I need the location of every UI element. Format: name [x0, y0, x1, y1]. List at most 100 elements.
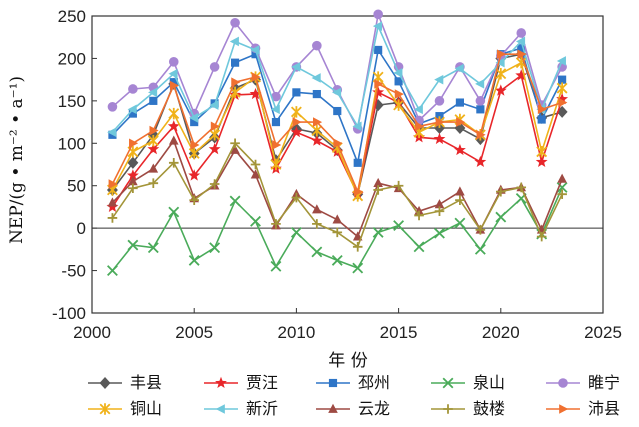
data-point [557, 189, 567, 199]
y-axis-title: NEP/(g • m⁻² • a⁻¹) [7, 76, 27, 244]
data-point [230, 144, 240, 154]
legend-marker [443, 404, 453, 414]
data-point [188, 113, 199, 123]
data-point [556, 82, 568, 94]
data-point [107, 127, 117, 138]
data-point [209, 62, 220, 72]
data-point [149, 96, 158, 105]
data-point [413, 241, 425, 253]
legend-marker [558, 378, 568, 388]
data-point [312, 40, 322, 51]
legend-item: 丰县 [88, 373, 162, 392]
legend-label: 云龙 [358, 399, 390, 418]
data-point [434, 96, 445, 106]
data-point [332, 87, 342, 98]
data-point [372, 86, 385, 98]
series-layer [106, 9, 569, 277]
data-point [291, 192, 302, 203]
data-point [495, 211, 507, 223]
data-point [127, 156, 139, 169]
data-point [128, 109, 137, 118]
data-point [333, 106, 342, 116]
data-point [332, 214, 343, 224]
data-point [312, 89, 321, 99]
data-point [476, 105, 485, 114]
data-point [394, 89, 404, 99]
data-point [454, 217, 466, 229]
data-point [210, 121, 220, 132]
data-point [374, 45, 383, 55]
data-point [312, 204, 322, 214]
legend-label: 贾汪 [246, 373, 278, 392]
data-point [414, 210, 424, 221]
data-point [475, 225, 486, 235]
data-point [148, 163, 159, 173]
x-tick-label: 2005 [175, 323, 213, 342]
legend-item: 沛县 [546, 399, 620, 418]
data-point [536, 231, 547, 242]
legend-label: 丰县 [130, 373, 162, 392]
data-point [167, 120, 180, 132]
y-tick-label: 50 [67, 177, 86, 196]
legend-marker [215, 376, 227, 389]
series-9 [107, 138, 567, 252]
data-point [557, 173, 567, 183]
data-point [147, 242, 159, 254]
data-point [250, 159, 261, 170]
data-point [270, 104, 280, 115]
data-point [169, 80, 180, 91]
legend-item: 鼓楼 [431, 399, 505, 418]
legend-marker [215, 404, 225, 414]
data-point [290, 126, 303, 138]
data-point [128, 183, 138, 194]
data-point [556, 181, 568, 193]
data-point [250, 169, 261, 179]
data-point [251, 50, 260, 59]
data-point [331, 254, 343, 266]
data-point [434, 206, 445, 216]
data-point [475, 79, 485, 89]
data-point [147, 134, 159, 147]
legend-label: 睢宁 [588, 373, 620, 392]
x-axis-title: 年 份 [328, 351, 367, 371]
data-point [453, 143, 466, 156]
data-point [208, 142, 221, 155]
data-point [209, 242, 221, 254]
data-point [107, 265, 118, 277]
data-point [188, 169, 201, 181]
data-point [129, 138, 139, 149]
data-point [516, 182, 527, 193]
data-point [190, 117, 199, 127]
legend-label: 邳州 [358, 373, 390, 392]
data-point [333, 138, 343, 149]
data-point [190, 140, 200, 150]
data-point [231, 77, 241, 87]
plot-frame [91, 15, 604, 314]
data-point [393, 99, 405, 111]
data-point [271, 91, 281, 102]
series-6 [107, 56, 568, 202]
data-point [393, 220, 405, 232]
legend-marker [99, 376, 111, 390]
data-point [127, 239, 139, 251]
data-point [251, 72, 261, 82]
data-point [168, 206, 180, 218]
data-point [556, 92, 569, 105]
data-point [169, 78, 178, 87]
data-point [496, 186, 506, 197]
data-point [128, 176, 138, 186]
legend-label: 新沂 [246, 399, 278, 418]
legend-label: 鼓楼 [473, 399, 505, 418]
data-point [188, 147, 200, 160]
data-point [373, 9, 383, 20]
data-point [292, 88, 301, 97]
legend-item: 云龙 [316, 399, 390, 418]
data-point [127, 104, 137, 115]
legend-marker [442, 377, 454, 389]
series-10 [108, 49, 568, 197]
data-point [372, 21, 382, 31]
legend-item: 铜山 [88, 399, 162, 418]
data-point [515, 69, 528, 81]
data-point [415, 121, 425, 132]
